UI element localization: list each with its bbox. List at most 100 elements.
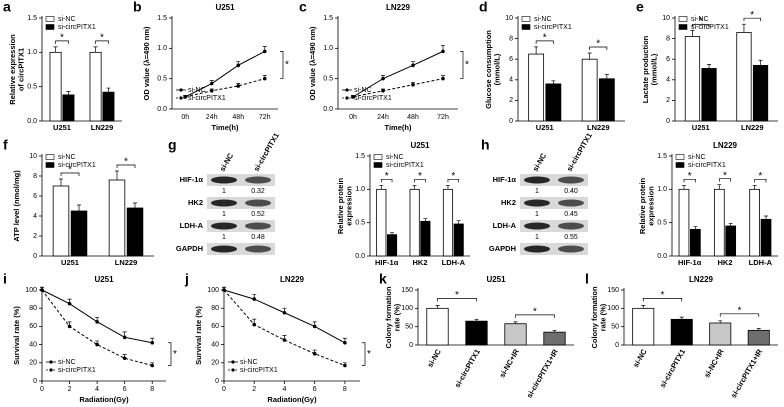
y-tick-label: 6 bbox=[33, 193, 37, 200]
y-tick-label: 10 bbox=[662, 15, 670, 22]
series-line bbox=[41, 289, 153, 344]
x-tick-label: 72h bbox=[259, 114, 271, 121]
label-line: expression bbox=[344, 186, 353, 226]
significance-bracket bbox=[280, 51, 284, 80]
data-point bbox=[312, 351, 317, 356]
blot-ratio: 0.52 bbox=[251, 211, 265, 218]
significance-label: * bbox=[367, 349, 371, 360]
significance-bracket bbox=[460, 51, 464, 80]
error-bar bbox=[641, 305, 646, 309]
error-bar bbox=[717, 184, 722, 190]
data-point bbox=[150, 340, 155, 345]
error-bar bbox=[106, 87, 111, 93]
legend-label: si-circPITX1 bbox=[386, 162, 424, 169]
y-tick-label: 1.5 bbox=[657, 153, 667, 160]
legend-label: si-NC bbox=[240, 359, 258, 366]
y-tick-label: 0 bbox=[615, 342, 619, 349]
significance-bracket bbox=[380, 178, 393, 183]
legend-swatch bbox=[45, 162, 55, 168]
y-tick-label: 1.0 bbox=[157, 45, 167, 52]
x-tick-label: LN229 bbox=[91, 123, 114, 132]
blot-ratio: 1 bbox=[535, 211, 539, 218]
blot-row-label: LDH-A bbox=[180, 221, 204, 230]
error-bar bbox=[445, 184, 450, 190]
error-bar bbox=[752, 184, 757, 190]
blot-column-label: si-circPITX1 bbox=[252, 131, 281, 173]
blot-band bbox=[211, 199, 237, 207]
legend-label: si-NC bbox=[188, 87, 206, 94]
data-point bbox=[150, 363, 155, 368]
y-tick-label: 0.0 bbox=[323, 106, 333, 113]
y-tick-label: 0.5 bbox=[27, 84, 37, 91]
significance-label: * bbox=[699, 16, 703, 27]
y-tick-label: 150 bbox=[607, 287, 619, 294]
panel-letter: f bbox=[3, 137, 8, 153]
legend-swatch bbox=[373, 154, 383, 160]
y-axis-label: OD value (λ=490 nm) bbox=[308, 26, 317, 100]
y-tick-label: 80 bbox=[29, 305, 37, 312]
series-line bbox=[185, 78, 265, 98]
data-point bbox=[282, 338, 287, 342]
bar bbox=[70, 210, 88, 257]
legend-label: si-NC bbox=[386, 154, 404, 161]
error-bar bbox=[77, 204, 82, 211]
data-point bbox=[236, 84, 241, 88]
x-tick-label: LDH-A bbox=[442, 258, 466, 267]
y-axis-label: Glucose consumption(mmol/L) bbox=[484, 30, 502, 109]
legend-swatch bbox=[675, 162, 685, 168]
bar bbox=[713, 188, 725, 257]
bar bbox=[102, 91, 115, 122]
y-tick-label: 80 bbox=[211, 305, 219, 312]
data-point bbox=[209, 89, 214, 93]
significance-bracket bbox=[642, 298, 683, 302]
blot-column-label: si-circPITX1 bbox=[565, 131, 594, 173]
blot-band bbox=[211, 245, 237, 253]
x-tick-label: U251 bbox=[61, 258, 79, 267]
y-axis-label: Colony formationrate (%) bbox=[384, 286, 402, 348]
y-tick-label: 0.5 bbox=[157, 76, 167, 83]
blot-ratio: 0.45 bbox=[564, 211, 578, 218]
legend-label: si-circPITX1 bbox=[691, 24, 729, 31]
bar bbox=[528, 53, 545, 122]
chart-title: U251 bbox=[486, 275, 506, 284]
significance-label: * bbox=[688, 171, 692, 182]
significance-label: * bbox=[465, 60, 469, 71]
significance-label: * bbox=[60, 32, 64, 43]
legend-label: si-NC bbox=[58, 16, 76, 23]
x-tick-label: si-NC+IR bbox=[497, 347, 521, 379]
bar bbox=[386, 234, 398, 257]
legend-label: si-NC bbox=[691, 16, 709, 23]
blot-ratio: 1 bbox=[222, 188, 226, 195]
error-bar bbox=[718, 320, 723, 323]
legend-label: si-NC bbox=[354, 87, 372, 94]
error-bar bbox=[604, 74, 609, 79]
legend-marker bbox=[345, 96, 349, 100]
blot-row-label: GAPDH bbox=[176, 244, 203, 253]
x-tick-label: U251 bbox=[536, 123, 554, 132]
blot-ratio: 0.32 bbox=[251, 188, 265, 195]
bar bbox=[598, 78, 615, 122]
legend-label: si-circPITX1 bbox=[58, 162, 96, 169]
error-bar bbox=[551, 80, 556, 84]
legend-swatch bbox=[45, 16, 55, 22]
bar bbox=[749, 188, 760, 257]
bar bbox=[736, 32, 752, 122]
series-line bbox=[41, 289, 153, 367]
blot-band bbox=[558, 199, 584, 207]
chart-title: LN229 bbox=[713, 141, 738, 150]
legend-marker bbox=[49, 360, 53, 364]
bar bbox=[545, 83, 562, 122]
y-tick-label: 2 bbox=[33, 233, 37, 240]
bar bbox=[62, 94, 75, 122]
error-bar bbox=[114, 170, 119, 180]
legend-label: si-circPITX1 bbox=[58, 24, 96, 31]
significance-label: * bbox=[533, 307, 537, 318]
y-tick-label: 8 bbox=[666, 35, 670, 42]
x-tick-label: 48h bbox=[232, 114, 244, 121]
y-tick-label: 100 bbox=[401, 305, 413, 312]
y-axis-label: ATP level (nmol/mg) bbox=[12, 170, 21, 242]
x-tick-label: 48h bbox=[407, 114, 419, 121]
y-tick-label: 20 bbox=[211, 360, 219, 367]
blot-band bbox=[558, 176, 584, 184]
error-bar bbox=[728, 222, 733, 226]
